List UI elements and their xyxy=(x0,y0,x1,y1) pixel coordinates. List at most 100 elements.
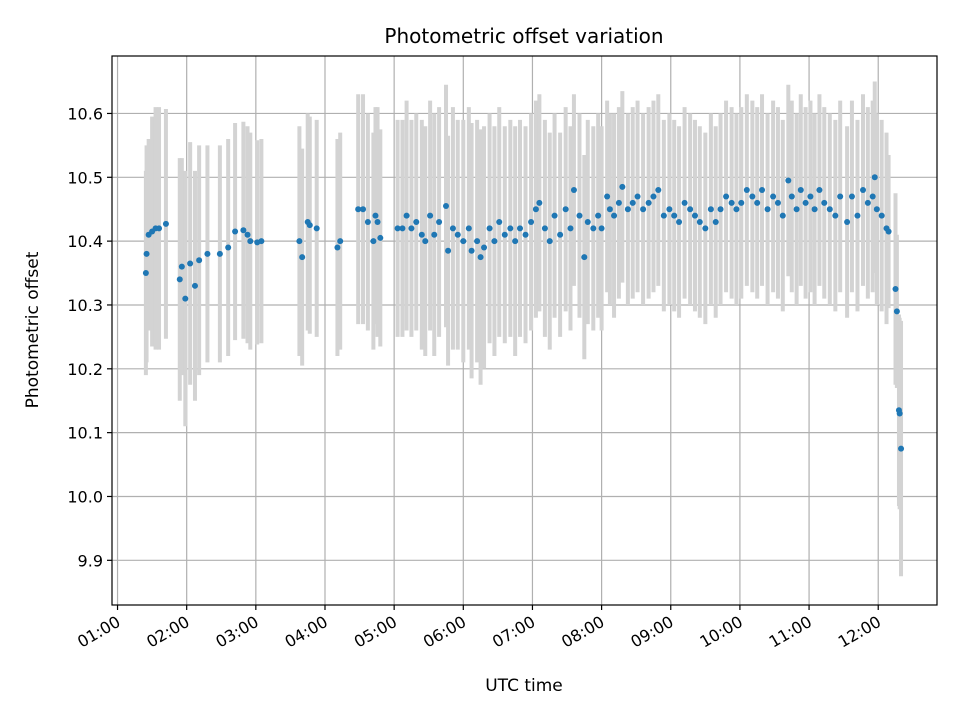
y-tick-label: 10.5 xyxy=(67,168,103,187)
data-point xyxy=(629,199,636,206)
data-point xyxy=(517,225,524,232)
data-point xyxy=(816,187,823,194)
data-point xyxy=(604,193,611,200)
data-point xyxy=(178,263,185,270)
data-point xyxy=(443,203,450,210)
x-tick-label: 03:00 xyxy=(212,612,261,652)
data-point xyxy=(878,212,885,219)
data-point xyxy=(413,218,420,225)
data-point xyxy=(860,187,867,194)
error-bars xyxy=(143,81,904,577)
data-point xyxy=(802,199,809,206)
data-point xyxy=(650,193,657,200)
data-point xyxy=(655,187,662,194)
data-point xyxy=(403,212,410,219)
data-point xyxy=(431,231,438,238)
data-point xyxy=(770,193,777,200)
data-point xyxy=(427,212,434,219)
data-point xyxy=(468,247,475,254)
data-point xyxy=(247,238,254,245)
data-point xyxy=(885,228,892,235)
data-point xyxy=(491,238,498,245)
data-point xyxy=(615,199,622,206)
data-point xyxy=(306,222,313,229)
data-point xyxy=(445,247,452,254)
data-point xyxy=(696,218,703,225)
data-point xyxy=(788,193,795,200)
data-point xyxy=(477,254,484,261)
data-point xyxy=(785,177,792,184)
data-point xyxy=(501,231,508,238)
x-tick-label: 02:00 xyxy=(143,612,192,652)
data-point xyxy=(143,250,150,257)
x-tick-label: 04:00 xyxy=(282,612,331,652)
data-point xyxy=(337,238,344,245)
data-point xyxy=(826,206,833,213)
data-point xyxy=(611,212,618,219)
data-point xyxy=(749,193,756,200)
data-point xyxy=(474,238,481,245)
data-points xyxy=(142,174,905,452)
data-point xyxy=(187,260,194,267)
data-point xyxy=(528,218,535,225)
chart-title: Photometric offset variation xyxy=(384,24,663,48)
data-point xyxy=(837,193,844,200)
data-point xyxy=(225,244,232,251)
x-axis-ticks: 01:00 02:00 03:00 04:00 05:00 06:00 07:00 08:00… xyxy=(74,605,884,652)
data-point xyxy=(449,225,456,232)
data-point xyxy=(557,231,564,238)
data-point xyxy=(624,206,631,213)
data-point xyxy=(394,225,401,232)
x-tick-label: 08:00 xyxy=(558,612,607,652)
data-point xyxy=(634,193,641,200)
x-tick-label: 09:00 xyxy=(627,612,676,652)
data-point xyxy=(240,227,247,234)
data-point xyxy=(666,206,673,213)
data-point xyxy=(532,206,539,213)
data-point xyxy=(399,225,406,232)
data-point xyxy=(576,212,583,219)
data-point xyxy=(507,225,514,232)
data-point xyxy=(598,225,605,232)
data-point xyxy=(408,225,415,232)
data-point xyxy=(364,218,371,225)
data-point xyxy=(204,250,211,257)
data-point xyxy=(486,225,493,232)
data-point xyxy=(536,199,543,206)
data-point xyxy=(360,206,367,213)
data-point xyxy=(296,238,303,245)
data-point xyxy=(712,218,719,225)
data-point xyxy=(422,238,429,245)
data-point xyxy=(733,206,740,213)
data-point xyxy=(570,187,577,194)
data-point xyxy=(854,212,861,219)
data-point xyxy=(759,187,766,194)
data-point xyxy=(334,244,341,251)
data-point xyxy=(774,199,781,206)
data-point xyxy=(355,206,362,213)
data-point xyxy=(764,206,771,213)
data-point xyxy=(196,257,203,264)
data-point xyxy=(743,187,750,194)
data-point xyxy=(892,286,899,293)
data-point xyxy=(481,244,488,251)
data-point xyxy=(687,206,694,213)
data-point xyxy=(156,225,163,232)
data-point xyxy=(681,199,688,206)
data-point xyxy=(191,282,198,289)
x-tick-label: 05:00 xyxy=(351,612,400,652)
x-axis-label: UTC time xyxy=(485,676,563,696)
x-tick-label: 01:00 xyxy=(74,612,123,652)
data-point xyxy=(811,206,818,213)
data-point xyxy=(581,254,588,261)
data-point xyxy=(232,228,239,235)
data-point xyxy=(869,193,876,200)
data-point xyxy=(142,270,149,277)
data-point xyxy=(660,212,667,219)
data-point xyxy=(454,231,461,238)
x-tick-label: 10:00 xyxy=(696,612,745,652)
data-point xyxy=(374,218,381,225)
y-tick-label: 10.6 xyxy=(67,104,103,123)
data-point xyxy=(797,187,804,194)
data-point xyxy=(313,225,320,232)
